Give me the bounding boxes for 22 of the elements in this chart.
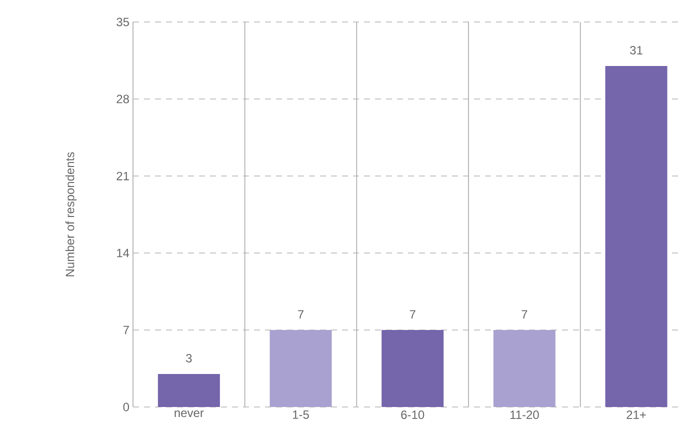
y-tick-label: 21 <box>116 172 129 180</box>
x-tick-label: 1-5 <box>293 410 309 419</box>
y-tick-label: 7 <box>123 326 129 334</box>
x-tick-label: 11-20 <box>510 410 539 420</box>
data-label: 7 <box>410 310 416 318</box>
y-tick-label: 35 <box>116 18 129 26</box>
data-label: 7 <box>522 310 528 318</box>
bar <box>493 330 556 407</box>
data-label: 3 <box>186 354 192 362</box>
x-tick-label: 21+ <box>626 410 646 419</box>
bar <box>270 330 332 407</box>
data-label: 31 <box>630 46 642 54</box>
bar <box>382 330 444 407</box>
x-tick-label: 6-10 <box>401 410 424 420</box>
y-tick-label: 0 <box>123 402 130 412</box>
bar <box>605 66 668 407</box>
y-tick-label: 14 <box>117 248 130 258</box>
y-tick-label: 28 <box>116 94 129 104</box>
data-label: 7 <box>298 310 304 318</box>
x-tick-label: never <box>174 410 204 418</box>
y-axis-title: Number of respondents <box>65 152 77 276</box>
bar <box>158 374 220 407</box>
